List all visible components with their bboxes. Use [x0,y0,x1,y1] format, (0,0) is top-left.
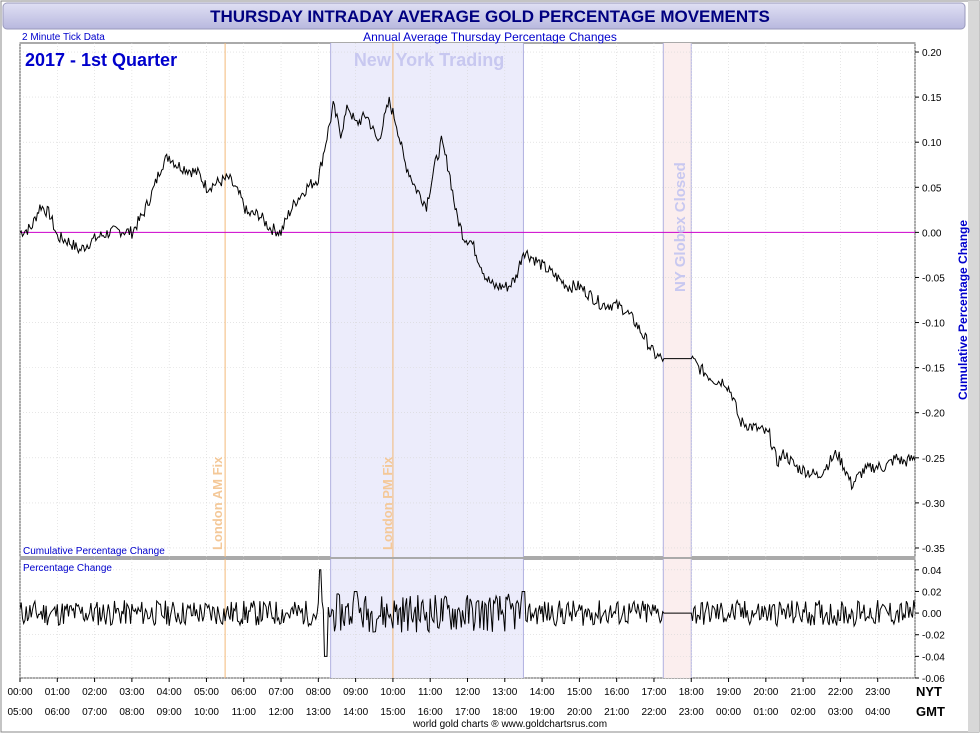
percentage-change-line [20,569,915,657]
x-tick-label-nyt: 21:00 [791,687,816,698]
y-tick-label: -0.35 [922,544,945,555]
credit-label: world gold charts ® www.goldchartsrus.co… [412,719,607,730]
x-tick-label-gmt: 02:00 [791,707,816,718]
ny-trading-label: New York Trading [354,50,504,70]
gmt-label: GMT [916,704,945,719]
x-tick-label-gmt: 13:00 [306,707,331,718]
y-tick-label: -0.10 [922,319,945,330]
x-tick-label-nyt: 07:00 [269,687,294,698]
x-tick-label-gmt: 23:00 [679,707,704,718]
cumulative-change-line [20,96,915,491]
x-tick-label-gmt: 06:00 [45,707,70,718]
right-band [968,1,979,732]
upper-panel-label: Cumulative Percentage Change [23,546,165,557]
lower-panel-label: Percentage Change [23,563,112,574]
x-tick-label-nyt: 22:00 [828,687,853,698]
x-tick-label-nyt: 00:00 [7,687,32,698]
x-tick-label-gmt: 20:00 [567,707,592,718]
pm-fix-label: London PM Fix [380,456,395,550]
x-tick-label-gmt: 11:00 [232,707,257,718]
x-tick-label-nyt: 11:00 [418,687,443,698]
x-tick-label-gmt: 08:00 [119,707,144,718]
x-tick-label-gmt: 16:00 [418,707,443,718]
y-tick-label: -0.02 [922,631,945,642]
x-tick-label-nyt: 13:00 [492,687,517,698]
title-bar [2,2,966,30]
x-tick-label-nyt: 17:00 [641,687,666,698]
nyt-label: NYT [916,684,942,699]
x-tick-label-nyt: 19:00 [716,687,741,698]
period-label: 2017 - 1st Quarter [25,50,177,70]
x-tick-label-gmt: 09:00 [157,707,182,718]
globex-closed-region [663,559,692,678]
globex-closed-label: NY Globex Closed [672,162,689,292]
y-tick-label: 0.00 [922,228,942,239]
x-tick-label-gmt: 17:00 [455,707,480,718]
x-tick-label-nyt: 06:00 [231,687,256,698]
x-tick-label-gmt: 19:00 [530,707,555,718]
x-tick-label-gmt: 12:00 [269,707,294,718]
y-tick-label: -0.25 [922,454,945,465]
tick-note: 2 Minute Tick Data [22,32,105,43]
y-tick-label: -0.30 [922,499,945,510]
y-tick-label: -0.05 [922,273,945,284]
x-tick-label-gmt: 18:00 [492,707,517,718]
x-tick-label-gmt: 05:00 [7,707,32,718]
x-tick-label-gmt: 01:00 [753,707,778,718]
x-tick-label-nyt: 12:00 [455,687,480,698]
y-tick-label: 0.10 [922,138,942,149]
am-fix-label: London AM Fix [210,456,225,550]
y-tick-label: -0.20 [922,409,945,420]
x-tick-label-nyt: 02:00 [82,687,107,698]
x-tick-label-nyt: 01:00 [45,687,70,698]
globex-closed-region [663,43,692,557]
x-tick-label-gmt: 22:00 [641,707,666,718]
x-tick-label-gmt: 10:00 [194,707,219,718]
x-tick-label-nyt: 03:00 [119,687,144,698]
y-tick-label: -0.04 [922,652,945,663]
x-tick-label-nyt: 15:00 [567,687,592,698]
y-tick-label: 0.00 [922,609,942,620]
x-tick-label-nyt: 09:00 [343,687,368,698]
x-tick-label-gmt: 03:00 [828,707,853,718]
x-tick-label-gmt: 21:00 [604,707,629,718]
y-tick-label: -0.06 [922,674,945,685]
x-tick-label-nyt: 16:00 [604,687,629,698]
x-tick-label-nyt: 04:00 [157,687,182,698]
x-tick-label-gmt: 14:00 [343,707,368,718]
x-tick-label-nyt: 10:00 [380,687,405,698]
x-tick-label-gmt: 00:00 [716,707,741,718]
x-tick-label-nyt: 20:00 [753,687,778,698]
x-tick-label-nyt: 23:00 [865,687,890,698]
y-tick-label: -0.15 [922,364,945,375]
x-tick-label-gmt: 15:00 [380,707,405,718]
y-tick-label: 0.15 [922,93,942,104]
x-tick-label-nyt: 05:00 [194,687,219,698]
x-tick-label-gmt: 07:00 [82,707,107,718]
y-tick-label: 0.02 [922,587,942,598]
chart-subtitle: Annual Average Thursday Percentage Chang… [363,30,617,44]
chart-title: THURSDAY INTRADAY AVERAGE GOLD PERCENTAG… [210,7,770,26]
y-axis-title: Cumulative Percentage Change [956,220,970,400]
y-tick-label: 0.04 [922,566,942,577]
x-tick-label-nyt: 08:00 [306,687,331,698]
y-tick-label: 0.20 [922,48,942,59]
ny-trading-region [330,43,524,557]
y-tick-label: 0.05 [922,183,942,194]
x-tick-label-gmt: 04:00 [865,707,890,718]
x-tick-label-nyt: 18:00 [679,687,704,698]
x-tick-label-nyt: 14:00 [530,687,555,698]
